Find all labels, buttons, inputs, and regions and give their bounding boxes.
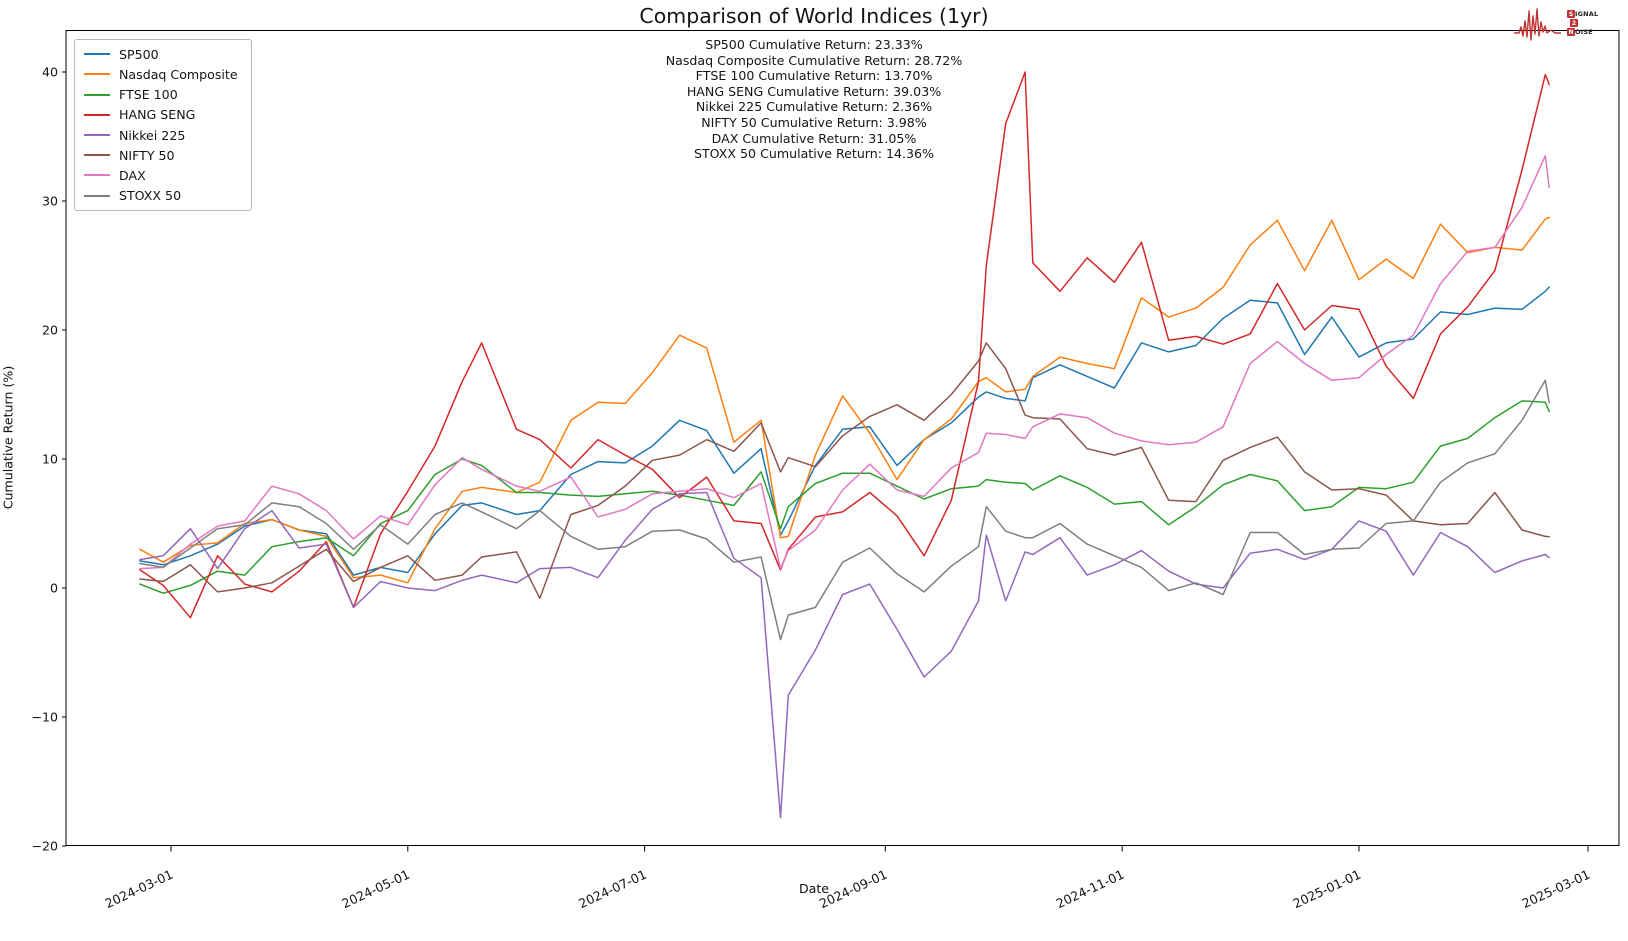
logo-waveform-icon xyxy=(1514,8,1561,41)
legend-item: SP500 xyxy=(84,46,242,62)
legend-line-swatch xyxy=(84,134,110,137)
y-tick-label: −20 xyxy=(31,838,58,853)
legend-label: Nikkei 225 xyxy=(119,127,186,143)
annotation-line: SP500 Cumulative Return: 23.33% xyxy=(705,37,923,52)
legend-item: HANG SENG xyxy=(84,107,242,123)
logo-letter-box: N xyxy=(1567,28,1575,36)
logo-row-signal: S IGNAL xyxy=(1567,10,1598,18)
legend-label: HANG SENG xyxy=(119,107,196,123)
legend-line-swatch xyxy=(84,73,110,76)
series-line-Nikkei-225 xyxy=(139,491,1550,819)
annotation-line: FTSE 100 Cumulative Return: 13.70% xyxy=(695,68,933,84)
series-line-HANG-SENG xyxy=(139,71,1550,619)
legend-label: Nasdaq Composite xyxy=(119,66,238,82)
legend-line-swatch xyxy=(84,113,110,116)
legend-item: NIFTY 50 xyxy=(84,147,242,163)
legend-line-swatch xyxy=(84,53,110,56)
legend-line-swatch xyxy=(84,174,110,177)
y-tick-label: 30 xyxy=(42,193,58,208)
legend-label: SP500 xyxy=(119,46,159,62)
logo-text: S IGNAL 2 N OISE xyxy=(1567,10,1598,36)
series-line-SP500 xyxy=(139,286,1550,576)
logo-letter-box: S xyxy=(1567,10,1575,18)
logo: S IGNAL 2 N OISE xyxy=(1513,2,1625,44)
legend-item: FTSE 100 xyxy=(84,87,242,103)
x-axis-label: Date xyxy=(798,881,830,896)
annotation-line: STOXX 50 Cumulative Return: 14.36% xyxy=(693,146,935,162)
series-line-STOXX-50 xyxy=(139,379,1550,641)
legend-label: DAX xyxy=(119,167,146,183)
legend-line-swatch xyxy=(84,154,110,157)
plot-border xyxy=(65,30,1620,846)
y-axis-label: Cumulative Return (%) xyxy=(0,365,16,510)
y-tick-label: −10 xyxy=(31,709,58,724)
logo-letter-box: 2 xyxy=(1570,19,1578,27)
legend-item: Nasdaq Composite xyxy=(84,66,242,82)
annotation-line: Nikkei 225 Cumulative Return: 2.36% xyxy=(695,99,933,115)
y-tick-label: 20 xyxy=(42,322,58,337)
annotation-line: NIFTY 50 Cumulative Return: 3.98% xyxy=(701,114,927,130)
legend-item: DAX xyxy=(84,167,242,183)
page-title: Comparison of World Indices (1yr) xyxy=(639,4,989,28)
y-tick-label: 40 xyxy=(42,64,58,79)
logo-row-2: 2 xyxy=(1570,19,1598,27)
annotation-block: SP500 Cumulative Return: 23.33% Nasdaq C… xyxy=(0,37,1628,162)
series-line-NIFTY-50 xyxy=(139,342,1550,600)
legend-line-swatch xyxy=(84,194,110,197)
legend: SP500 Nasdaq Composite FTSE 100 HANG SEN… xyxy=(74,39,252,211)
y-tick-label: 10 xyxy=(42,451,58,466)
legend-line-swatch xyxy=(84,93,110,96)
legend-item: STOXX 50 xyxy=(84,188,242,204)
legend-label: STOXX 50 xyxy=(119,188,182,204)
logo-word-rest: IGNAL xyxy=(1575,10,1599,18)
legend-item: Nikkei 225 xyxy=(84,127,242,143)
series-line-Nasdaq-Composite xyxy=(139,216,1550,584)
logo-row-noise: N OISE xyxy=(1567,28,1598,36)
logo-word-rest: OISE xyxy=(1575,28,1593,36)
y-tick-label: 0 xyxy=(50,580,58,595)
annotation-line: Nasdaq Composite Cumulative Return: 28.7… xyxy=(665,52,963,68)
legend-label: NIFTY 50 xyxy=(119,147,175,163)
legend-label: FTSE 100 xyxy=(119,87,178,103)
series-line-DAX xyxy=(139,155,1550,570)
annotation-line: HANG SENG Cumulative Return: 39.03% xyxy=(686,83,942,99)
annotation-line: DAX Cumulative Return: 31.05% xyxy=(711,130,917,146)
